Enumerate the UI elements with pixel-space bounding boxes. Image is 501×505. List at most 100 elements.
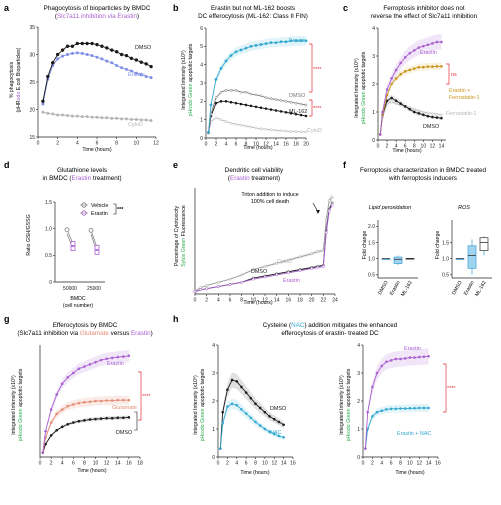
panel-f-sub2-ytick-label: 0.5 bbox=[442, 273, 449, 279]
panel-b-dmso-point bbox=[294, 101, 298, 105]
panel-h-sub1-xtick-label: 12 bbox=[271, 461, 277, 467]
panel-h-sub1-ytick-label: 0 bbox=[212, 455, 215, 461]
panel-g-erastin-band bbox=[42, 349, 129, 453]
panel-a-xtick-label: 0 bbox=[37, 141, 40, 147]
panel-b-bracket-2 bbox=[309, 99, 313, 117]
panel-a-dmso-point bbox=[55, 52, 60, 57]
panel-a-erastin-point bbox=[124, 67, 129, 71]
panel-e-annotation-2: 100% cell death bbox=[251, 199, 289, 205]
panel-a-xtick-label: 8 bbox=[115, 141, 118, 147]
panel-e-label-erastin: Erastin bbox=[283, 278, 300, 284]
panel-h-sub2-erastin-point bbox=[422, 355, 426, 359]
panel-b-xlabel: Time (hours) bbox=[243, 145, 272, 151]
panel-h: h Cysteine (NAC) addition mitigates the … bbox=[173, 314, 456, 476]
panel-b-ytick-label: 5 bbox=[200, 44, 203, 50]
panel-b-dmso-point bbox=[254, 93, 258, 97]
panel-c-erastin-point bbox=[435, 40, 439, 44]
panel-c-erastin-point bbox=[378, 133, 382, 136]
panel-b-xtick-label: 2 bbox=[215, 142, 218, 148]
panel-c-xtick-label: 4 bbox=[395, 144, 398, 150]
panel-e-xtick-label: 16 bbox=[286, 298, 292, 304]
panel-g-glutamate-point bbox=[71, 403, 75, 406]
panel-h-sub2-erastin-nac-point bbox=[413, 406, 416, 410]
panel-h-sub2-erastin-nac-point bbox=[375, 410, 379, 414]
panel-e-erastin-point bbox=[240, 280, 244, 284]
panel-c-ylabel2: pHrodo Green apoptotic targets bbox=[361, 51, 367, 124]
panel-c-dmso-band bbox=[380, 94, 442, 135]
panel-f-sub1-xtick-label: ML-162 bbox=[400, 280, 414, 298]
panel-g-erastin-point bbox=[94, 360, 97, 364]
panel-h-sub1-dmso-point bbox=[263, 410, 267, 414]
panel-g-dmso-point bbox=[116, 416, 120, 420]
panel-g-glutamate-point bbox=[66, 404, 70, 408]
panel-a-dmso-point bbox=[119, 52, 124, 57]
panel-d-bracket bbox=[113, 203, 117, 215]
panel-b-xtick-label: 16 bbox=[283, 142, 289, 148]
panel-a-dmso-point bbox=[144, 62, 148, 66]
panel-c-dmso-point bbox=[403, 105, 407, 108]
panel-b-xtick-label: 14 bbox=[273, 142, 279, 148]
panel-b-xtick-label: 12 bbox=[263, 142, 269, 148]
panel-g-xtick-label: 10 bbox=[93, 461, 99, 467]
panel-g-erastin-point bbox=[83, 365, 86, 368]
panel-g-xtick-label: 16 bbox=[126, 461, 132, 467]
panel-c-xtick-label: 8 bbox=[413, 144, 416, 150]
panel-b-xtick-label: 0 bbox=[205, 142, 208, 148]
panel-h-sub1-xtick-label: 6 bbox=[245, 461, 248, 467]
panel-c-combo-point bbox=[399, 72, 403, 76]
panel-h-sub1-xtick-label: 14 bbox=[281, 461, 287, 467]
panel-g-dmso-point bbox=[60, 425, 64, 429]
panel-h-sub1-dmso-point bbox=[230, 378, 234, 382]
panel-g-glutamate-point bbox=[55, 412, 59, 416]
panel-g-erastin-point bbox=[105, 357, 109, 361]
panel-g-dmso-point bbox=[127, 416, 131, 419]
panel-b-erastin-point bbox=[219, 66, 223, 70]
panel-h-label-dmso: DMSO bbox=[270, 406, 286, 412]
panel-a-dmso-point bbox=[139, 60, 143, 64]
panel-b-ml162-point bbox=[299, 113, 303, 117]
panel-b-erastin-point bbox=[244, 46, 248, 50]
panel-e-xtick-label: 18 bbox=[297, 298, 303, 304]
panel-b-ytick-label: 6 bbox=[200, 26, 203, 32]
panel-c-dmso-point bbox=[412, 110, 416, 114]
panel-b-ytick-label: 3 bbox=[200, 81, 203, 87]
panel-h-sub2-ytick-label: 3 bbox=[357, 371, 360, 377]
panel-c-dmso-point bbox=[426, 114, 430, 118]
panel-c-xtick-label: 10 bbox=[421, 144, 427, 150]
panel-a-cytod-point bbox=[134, 117, 138, 121]
panel-h-sub1-nac-point bbox=[235, 403, 239, 407]
panel-e-cytod-line bbox=[194, 197, 333, 292]
panel-e-xtick-label: 12 bbox=[262, 298, 268, 304]
panel-b-ml162-point bbox=[304, 114, 308, 118]
panel-c-dmso-point bbox=[390, 96, 393, 100]
panel-e-dmso-line bbox=[194, 202, 333, 293]
panel-g-dmso-point bbox=[105, 416, 109, 420]
panel-d-ytick-label: 1.0 bbox=[45, 226, 52, 232]
panel-c-combo-point bbox=[394, 77, 398, 80]
panel-d-pair-line bbox=[66, 233, 74, 249]
panel-a-dmso-point bbox=[95, 42, 99, 47]
panel-h-label-nac: NAC bbox=[270, 430, 281, 436]
panel-a-ytick-label: 25 bbox=[29, 80, 35, 86]
panel-g-dmso-point bbox=[88, 418, 92, 421]
panel-c-erastin-point bbox=[385, 88, 389, 91]
panel-a-cytod-point bbox=[149, 118, 153, 123]
panel-b-label-ml162: ML-162 bbox=[289, 109, 307, 115]
panel-e-xtick-label: 24 bbox=[332, 298, 338, 304]
panel-h-label-erastin-nac: Erastin + NAC bbox=[397, 431, 431, 437]
panel-h-sub1-dmso-point bbox=[254, 402, 257, 406]
panel-a-dmso-point bbox=[65, 44, 70, 48]
panel-c-xtick-label: 0 bbox=[377, 144, 380, 150]
panel-h-sub1-nac-point bbox=[263, 427, 267, 431]
panel-e-erastin-point bbox=[327, 209, 331, 213]
panel-c-dmso-point bbox=[394, 99, 398, 103]
panel-c-erastin-point bbox=[390, 77, 393, 80]
panel-h-sub2-xtick-label: 10 bbox=[407, 461, 413, 467]
panel-c-dmso-point bbox=[399, 102, 403, 105]
panel-b-label-erastin: Erastin bbox=[289, 38, 306, 44]
panel-a-erastin-point bbox=[120, 66, 124, 70]
panel-e-erastin-point bbox=[310, 267, 314, 270]
panel-c-xtick-label: 14 bbox=[439, 144, 445, 150]
panel-e-xtick-label: 4 bbox=[217, 298, 220, 304]
panel-h-sub1-dmso-point bbox=[235, 380, 239, 383]
